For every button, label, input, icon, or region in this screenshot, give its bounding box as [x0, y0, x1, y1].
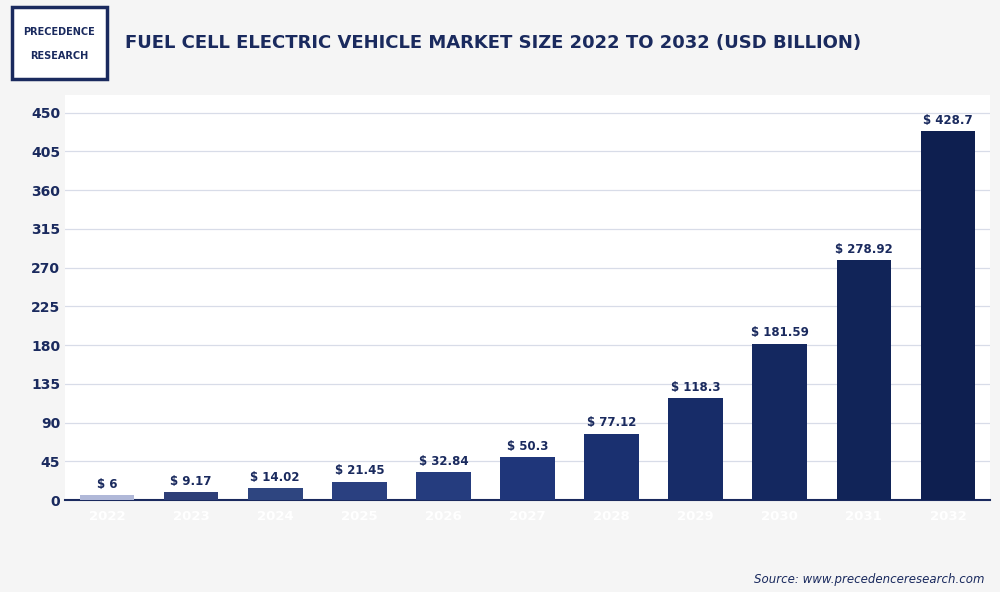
Bar: [12, 7, 107, 79]
Bar: [668, 398, 723, 500]
Text: 2030: 2030: [761, 510, 798, 523]
Text: $ 14.02: $ 14.02: [250, 471, 300, 484]
Text: $ 21.45: $ 21.45: [335, 465, 384, 478]
Bar: [837, 260, 891, 500]
Bar: [248, 488, 303, 500]
Text: 2025: 2025: [341, 510, 378, 523]
Text: 2029: 2029: [677, 510, 714, 523]
Text: 2028: 2028: [593, 510, 630, 523]
Text: $ 6: $ 6: [97, 478, 117, 491]
Text: 2032: 2032: [930, 510, 966, 523]
Text: $ 428.7: $ 428.7: [923, 114, 973, 127]
Bar: [164, 493, 218, 500]
Bar: [80, 495, 134, 500]
Bar: [500, 457, 555, 500]
Text: 2031: 2031: [845, 510, 882, 523]
Bar: [584, 434, 639, 500]
Bar: [921, 131, 975, 500]
Text: 2027: 2027: [509, 510, 546, 523]
Text: PRECEDENCE: PRECEDENCE: [23, 27, 95, 37]
Text: 2022: 2022: [89, 510, 125, 523]
Bar: [752, 344, 807, 500]
Text: $ 77.12: $ 77.12: [587, 417, 636, 429]
Bar: [416, 472, 471, 500]
Text: $ 50.3: $ 50.3: [507, 440, 548, 453]
Text: $ 9.17: $ 9.17: [170, 475, 212, 488]
Text: RESEARCH: RESEARCH: [30, 51, 88, 61]
Text: FUEL CELL ELECTRIC VEHICLE MARKET SIZE 2022 TO 2032 (USD BILLION): FUEL CELL ELECTRIC VEHICLE MARKET SIZE 2…: [125, 34, 861, 52]
Text: $ 118.3: $ 118.3: [671, 381, 720, 394]
Text: $ 32.84: $ 32.84: [419, 455, 468, 468]
Text: 2024: 2024: [257, 510, 294, 523]
Text: $ 181.59: $ 181.59: [751, 326, 809, 339]
Bar: [332, 482, 387, 500]
Text: 2026: 2026: [425, 510, 462, 523]
Text: $ 278.92: $ 278.92: [835, 243, 893, 256]
Text: 2023: 2023: [173, 510, 210, 523]
Text: Source: www.precedenceresearch.com: Source: www.precedenceresearch.com: [755, 573, 985, 586]
